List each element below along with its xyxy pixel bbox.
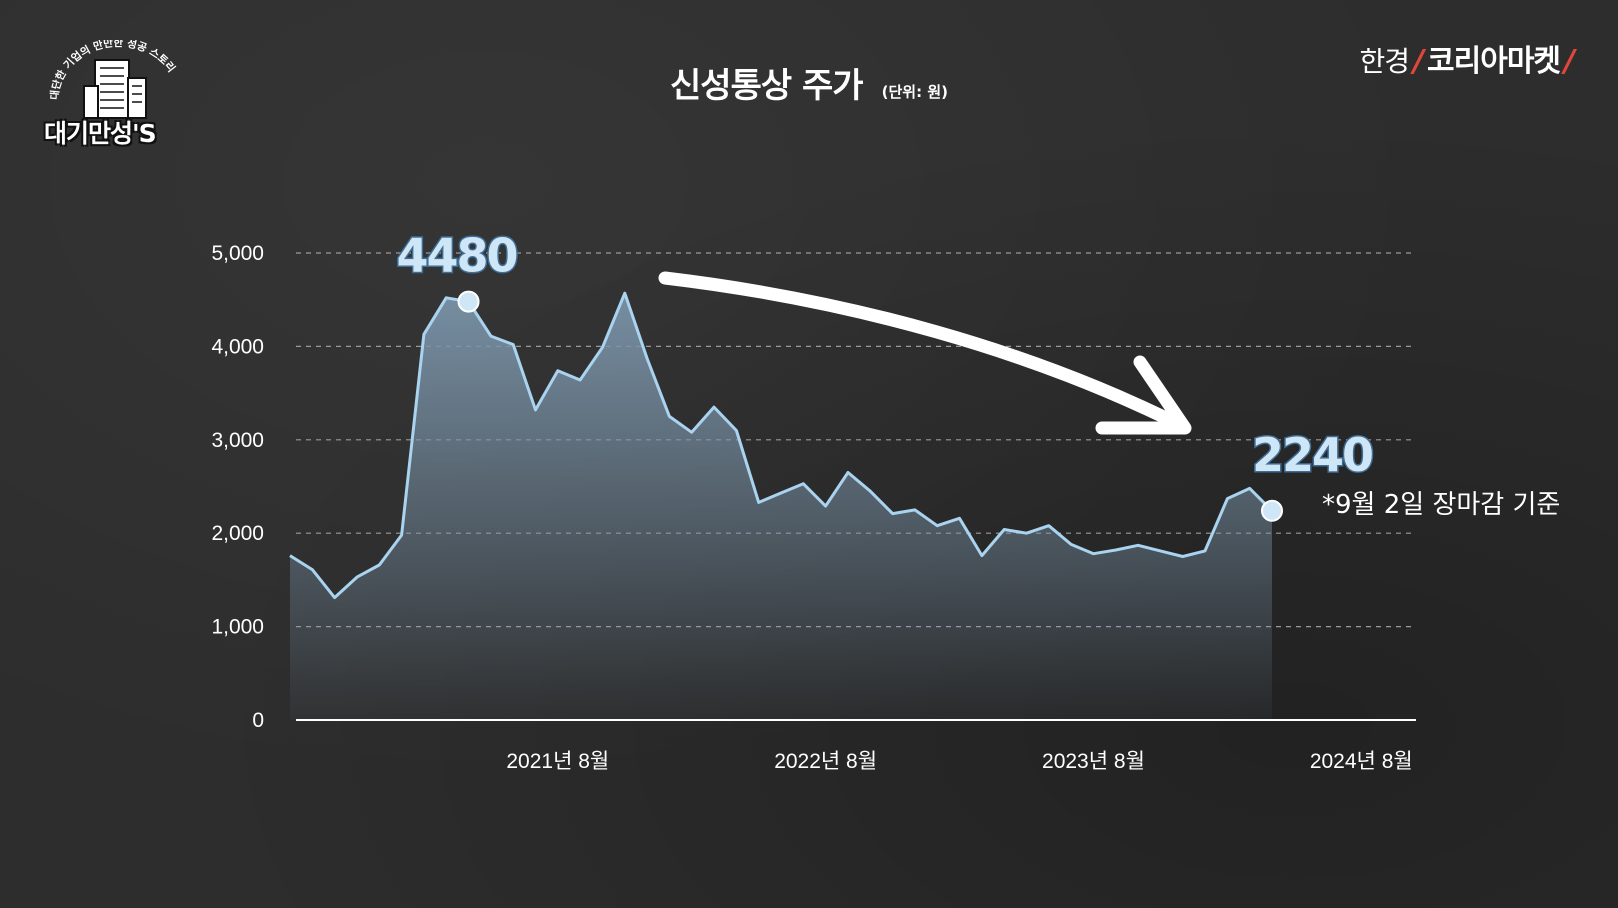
y-tick-label: 5,000 [211,242,264,265]
x-tick-label: 2023년 8월 [1042,750,1145,773]
x-tick-label: 2021년 8월 [506,750,609,773]
price-area-fill [290,293,1272,720]
y-tick-label: 4,000 [211,335,264,358]
peak-value-label: 4480 [397,229,517,283]
price-line [289,291,1274,600]
y-tick-label: 2,000 [211,522,264,545]
brand-prefix: 한경 [1359,45,1411,78]
closing-basis-note: *9월 2일 장마감 기준 [1322,490,1560,520]
brand-slash-icon: / [1413,44,1424,79]
building-icon: 대단한 기업의 만만한 성공 스토리 [48,36,178,119]
daegimanseong-logo: 대단한 기업의 만만한 성공 스토리 대기만성'S [40,36,190,155]
y-tick-label: 1,000 [211,616,264,639]
x-tick-label: 2022년 8월 [774,750,877,773]
y-tick-label: 3,000 [211,429,264,452]
downtrend-arrowhead-icon [1095,355,1192,435]
brand-slash-end-icon: / [1564,44,1575,79]
chart-title: 신성통상 주가 [670,66,864,106]
last-value-label: 2240 [1252,428,1372,482]
brand-name: 코리아마켓 [1427,44,1561,79]
peak-marker [457,290,480,313]
last-marker [1261,499,1283,522]
x-axis-ticks: 2021년 8월 2022년 8월 2023년 8월 2024년 8월 [506,750,1412,773]
downtrend-arrow-icon [658,271,1187,432]
chart-unit: (단위: 원) [881,83,948,101]
chart-header: 신성통상 주가 (단위: 원) [0,58,1618,107]
logo-text: 대기만성'S [44,119,157,148]
y-axis-ticks: 5,000 4,000 3,000 2,000 1,000 0 [211,242,264,732]
hankyung-korea-market-logo: 한경 / 코리아마켓 / [1360,36,1578,80]
x-tick-label: 2024년 8월 [1310,750,1413,773]
y-tick-label: 0 [252,709,264,732]
